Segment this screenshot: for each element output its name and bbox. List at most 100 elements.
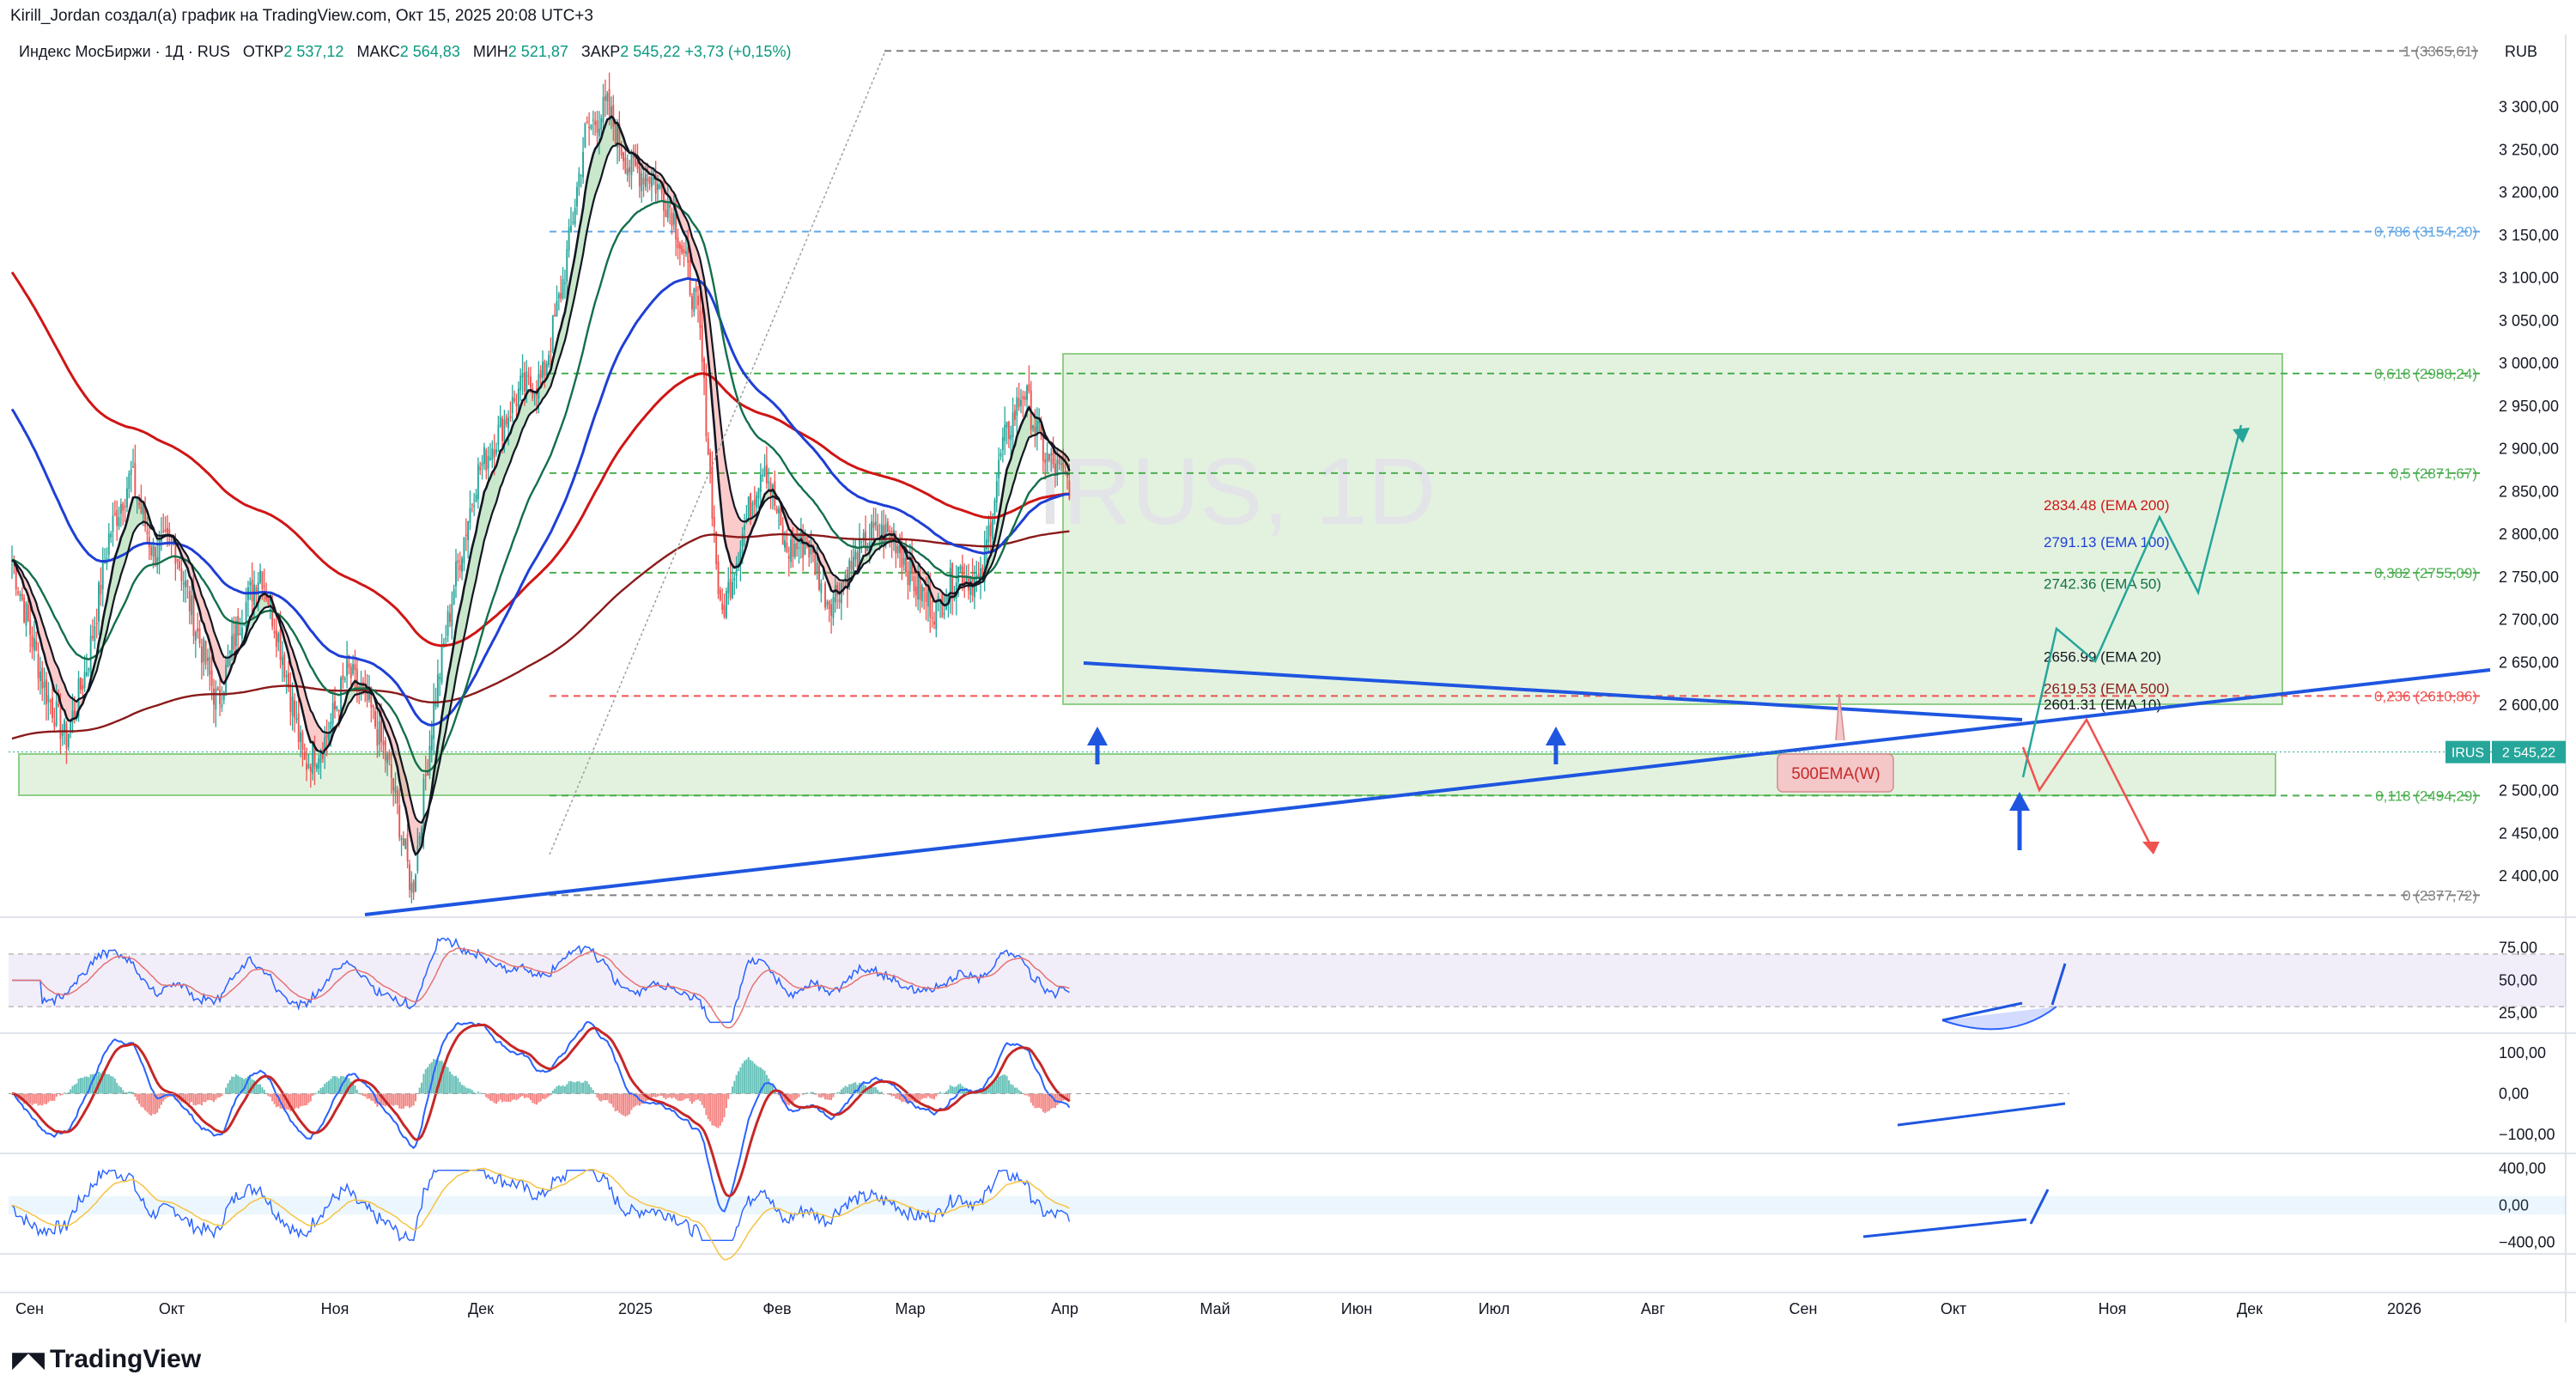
price-tick-label: 3 100,00: [2499, 270, 2559, 287]
macd-histogram-bar: [709, 1093, 712, 1122]
macd-histogram-bar: [497, 1093, 500, 1102]
macd-histogram-bar: [291, 1093, 294, 1110]
candle-body: [83, 672, 86, 689]
macd-histogram-bar: [471, 1090, 473, 1094]
candle-body: [653, 178, 655, 180]
candle-body: [271, 599, 274, 627]
candle-body: [386, 754, 389, 763]
candle-body: [974, 579, 975, 598]
candle-body: [1016, 397, 1018, 416]
candle-body: [969, 578, 972, 595]
time-tick-label: Авг: [1641, 1300, 1666, 1317]
candle-body: [445, 638, 447, 640]
candle-body: [134, 462, 137, 496]
macd-histogram-bar: [1040, 1093, 1042, 1110]
candle-body: [154, 546, 156, 563]
candle-body: [1024, 396, 1026, 400]
candle-body: [388, 751, 391, 760]
currency-label[interactable]: RUB: [2505, 43, 2538, 60]
candle-body: [475, 494, 477, 502]
macd-histogram-bar: [539, 1093, 542, 1102]
macd-histogram-bar: [88, 1077, 90, 1094]
candle-body: [981, 568, 984, 578]
macd-histogram-bar: [325, 1081, 328, 1094]
last-price-value-tag: [2492, 740, 2566, 763]
candle-body: [927, 588, 929, 607]
macd-histogram-bar: [949, 1085, 951, 1094]
candle-body: [297, 713, 300, 743]
candle-body: [55, 701, 58, 726]
candle-body: [170, 538, 173, 541]
candle-body: [943, 613, 945, 615]
candle-body: [745, 518, 748, 521]
macd-histogram-bar: [240, 1078, 243, 1094]
price-tick-label: 2 450,00: [2499, 824, 2559, 842]
candle-body: [324, 737, 326, 755]
macd-histogram-bar: [61, 1093, 64, 1096]
macd-histogram-bar: [1038, 1093, 1041, 1108]
candle-body: [1050, 453, 1053, 456]
price-tick-label: 2 650,00: [2499, 654, 2559, 671]
candle-body: [935, 601, 938, 630]
macd-histogram-bar: [203, 1093, 205, 1103]
candle-body: [449, 613, 451, 622]
macd-histogram-bar: [319, 1087, 322, 1094]
candle-body: [267, 598, 270, 605]
candle-body: [804, 544, 806, 555]
candle-body: [182, 582, 185, 585]
symbol-name[interactable]: Индекс МосБиржи · 1Д · RUS: [19, 43, 230, 60]
candle-body: [647, 178, 649, 181]
macd-histogram-bar: [37, 1093, 39, 1106]
candle-body: [228, 650, 231, 654]
candle-body: [563, 283, 566, 284]
candle-body: [372, 704, 374, 708]
macd-histogram-bar: [1028, 1093, 1030, 1097]
macd-histogram-bar: [527, 1093, 530, 1098]
macd-histogram-bar: [818, 1093, 820, 1098]
osc-signal-line: [11, 1167, 1070, 1261]
macd-histogram-bar: [929, 1093, 932, 1098]
macd-histogram-bar: [125, 1092, 128, 1094]
candle-body: [1044, 459, 1047, 463]
candle-body: [965, 575, 968, 581]
candle-body: [291, 696, 294, 716]
macd-histogram-bar: [396, 1093, 398, 1105]
candle-body: [192, 591, 195, 636]
price-tick-label: 3 000,00: [2499, 355, 2559, 372]
price-tick-label: 3 150,00: [2499, 227, 2559, 244]
time-tick-label: Мар: [895, 1300, 925, 1317]
macd-histogram-bar: [315, 1092, 318, 1094]
macd-histogram-bar: [697, 1093, 699, 1100]
candle-body: [660, 181, 663, 194]
candle-body: [840, 582, 842, 604]
candle-body: [1004, 424, 1006, 441]
macd-histogram-bar: [824, 1093, 827, 1100]
macd-histogram-bar: [796, 1093, 799, 1099]
macd-histogram-bar: [925, 1093, 927, 1098]
candle-body: [144, 505, 147, 527]
macd-histogram-bar: [146, 1093, 149, 1113]
macd-histogram-bar: [39, 1093, 41, 1105]
candle-body: [998, 459, 1000, 478]
macd-histogram-bar: [684, 1093, 687, 1099]
candle-body: [562, 278, 564, 299]
macd-histogram-bar: [451, 1074, 453, 1094]
macd-histogram-bar: [1036, 1093, 1038, 1109]
candle-body: [580, 174, 582, 176]
macd-histogram-bar: [563, 1086, 566, 1094]
candle-body: [231, 636, 234, 654]
macd-histogram-bar: [617, 1093, 618, 1111]
candle-body: [319, 751, 322, 763]
macd-histogram-bar: [923, 1093, 926, 1098]
candle-body: [545, 363, 548, 378]
macd-histogram-bar: [744, 1061, 746, 1094]
macd-histogram-bar: [210, 1093, 213, 1101]
macd-histogram-bar: [586, 1081, 588, 1094]
candle-body: [513, 398, 516, 402]
macd-histogram-bar: [753, 1063, 756, 1094]
candle-body: [517, 388, 519, 411]
macd-histogram-bar: [816, 1093, 818, 1095]
candle-body: [239, 633, 241, 636]
macd-histogram-bar: [47, 1093, 50, 1103]
